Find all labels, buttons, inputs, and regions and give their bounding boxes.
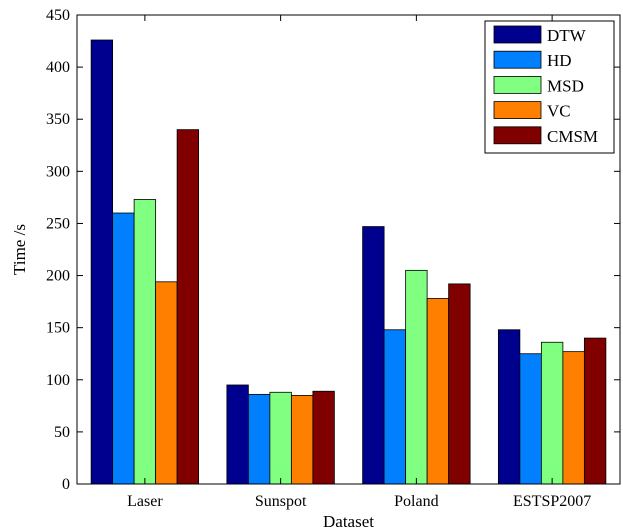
- legend-label-cmsm: CMSM: [547, 127, 598, 146]
- legend-swatch-cmsm: [493, 126, 542, 145]
- y-tick-label: 0: [62, 476, 70, 493]
- legend-label-vc: VC: [547, 102, 571, 121]
- y-axis-title: Time /s: [10, 224, 29, 275]
- bar-vc-sunspot: [290, 395, 314, 485]
- y-tick-label: 200: [46, 268, 70, 285]
- bar-msd-sunspot: [269, 391, 292, 485]
- bar-dtw-poland: [362, 226, 385, 485]
- bar-vc-poland: [426, 298, 450, 485]
- legend-swatch-hd: [493, 50, 542, 69]
- bar-hd-estsp2007: [519, 353, 542, 485]
- bar-cmsm-laser: [176, 129, 200, 485]
- bar-hd-sunspot: [247, 393, 271, 485]
- y-tick-label: 350: [46, 111, 70, 128]
- bar-msd-estsp2007: [540, 341, 564, 485]
- bar-hd-poland: [383, 329, 407, 485]
- legend-label-msd: MSD: [547, 76, 584, 95]
- y-tick-label: 150: [46, 320, 70, 337]
- bar-vc-laser: [155, 281, 178, 485]
- ticks-group: 0 50 100 150 200 250 300 350 400 450 Laser Sunspot P…: [46, 7, 620, 510]
- y-tick-label: 400: [46, 59, 70, 76]
- bar-dtw-estsp2007: [497, 329, 521, 485]
- x-tick-label: Sunspot: [255, 493, 307, 510]
- legend-swatch-dtw: [493, 25, 542, 44]
- bar-msd-laser: [133, 199, 157, 485]
- bar-cmsm-estsp2007: [583, 337, 607, 485]
- y-tick-label: 450: [46, 7, 70, 24]
- legend-label-hd: HD: [547, 51, 572, 70]
- bar-dtw-sunspot: [226, 384, 249, 485]
- legend-swatch-vc: [493, 101, 542, 119]
- bar-hd-laser: [112, 212, 135, 485]
- y-tick-label: 300: [46, 163, 70, 180]
- bar-cmsm-poland: [448, 283, 471, 485]
- x-tick-label: Laser: [127, 493, 163, 510]
- bars-group: [90, 39, 607, 485]
- bar-cmsm-sunspot: [312, 390, 335, 485]
- x-tick-label: Poland: [394, 493, 438, 510]
- legend: DTW HD MSD VC CMSM: [484, 20, 615, 154]
- legend-label-dtw: DTW: [547, 26, 587, 45]
- x-tick-label: ESTSP2007: [513, 493, 591, 510]
- plot-area-frame: [76, 14, 621, 485]
- bar-msd-poland: [405, 269, 428, 485]
- x-axis-title: Dataset: [323, 512, 374, 531]
- legend-swatch-msd: [493, 76, 542, 94]
- y-tick-label: 250: [46, 215, 70, 232]
- y-tick-label: 50: [54, 424, 70, 441]
- y-tick-label: 100: [46, 372, 70, 389]
- bar-dtw-laser: [90, 39, 114, 485]
- bar-vc-estsp2007: [562, 351, 585, 485]
